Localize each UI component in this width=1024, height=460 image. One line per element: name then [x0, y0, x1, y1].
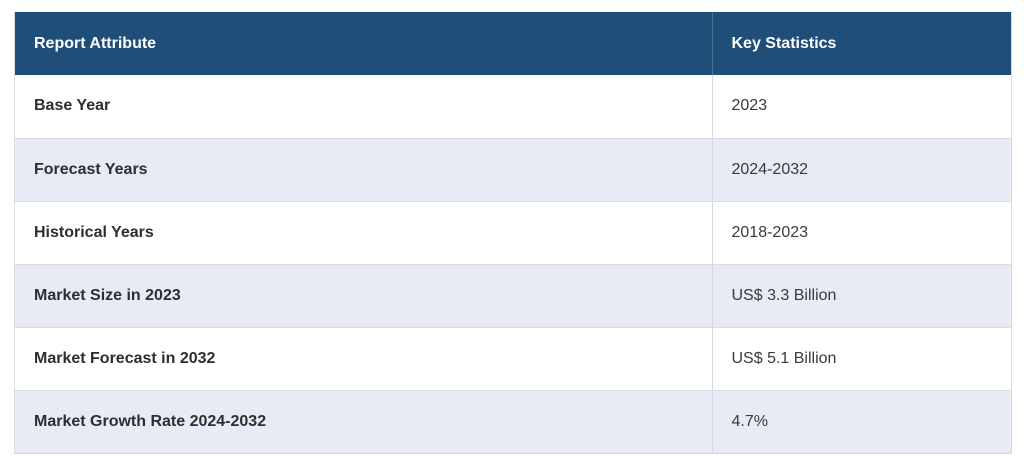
table-row: Market Size in 2023 US$ 3.3 Billion [15, 264, 1011, 328]
row-statistic-cell: 2024-2032 [712, 138, 1011, 202]
row-attribute-cell: Base Year [15, 75, 713, 139]
row-statistic-cell: 2023 [712, 75, 1011, 139]
row-statistic-cell: US$ 3.3 Billion [712, 264, 1011, 328]
row-attribute-cell: Market Growth Rate 2024-2032 [15, 390, 713, 454]
table-header: Report Attribute Key Statistics [15, 12, 1011, 75]
column-header-report-attribute: Report Attribute [15, 12, 713, 75]
table-row: Forecast Years 2024-2032 [15, 138, 1011, 202]
report-statistics-table-container: Report Attribute Key Statistics Base Yea… [14, 12, 1012, 454]
table-body: Base Year 2023 Forecast Years 2024-2032 … [15, 75, 1011, 454]
row-statistic-cell: US$ 5.1 Billion [712, 327, 1011, 391]
table-row: Market Forecast in 2032 US$ 5.1 Billion [15, 327, 1011, 391]
table-row: Historical Years 2018-2023 [15, 201, 1011, 265]
row-statistic-cell: 2018-2023 [712, 201, 1011, 265]
report-statistics-table: Report Attribute Key Statistics Base Yea… [15, 12, 1011, 454]
row-attribute-cell: Market Forecast in 2032 [15, 327, 713, 391]
table-header-row: Report Attribute Key Statistics [15, 12, 1011, 75]
row-attribute-cell: Forecast Years [15, 138, 713, 202]
table-row: Base Year 2023 [15, 75, 1011, 139]
column-header-key-statistics: Key Statistics [731, 34, 837, 52]
row-attribute-cell: Market Size in 2023 [15, 264, 713, 328]
row-attribute-cell: Historical Years [15, 201, 713, 265]
row-statistic-cell: 4.7% [712, 390, 1011, 454]
table-row: Market Growth Rate 2024-2032 4.7% [15, 390, 1011, 454]
